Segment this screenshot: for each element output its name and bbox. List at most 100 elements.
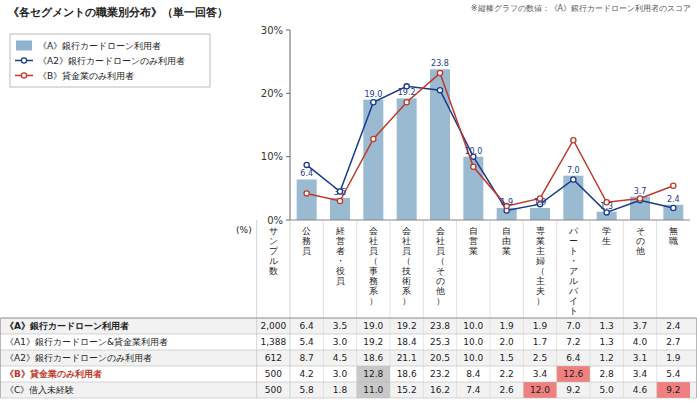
category-char: パ	[568, 226, 579, 236]
cell-value: 2.0	[500, 337, 515, 347]
bar	[363, 100, 383, 220]
title: 《各セグメントの職業別分布》（単一回答）	[8, 6, 228, 19]
line-marker	[671, 183, 676, 188]
row-label: 《C》借入未経験	[5, 385, 74, 395]
data-label: 19.2	[398, 88, 416, 97]
cell-value: 1.5	[500, 353, 514, 363]
cell-value: 12.8	[363, 369, 383, 379]
category-char: 公	[302, 226, 311, 236]
category-char: 夫	[536, 286, 545, 296]
category-char: （	[369, 256, 378, 266]
category-char: ）	[369, 296, 378, 306]
row-background	[1, 318, 697, 334]
cell-value: 2.8	[600, 369, 615, 379]
cell-value: 3.4	[633, 369, 648, 379]
data-label: 23.8	[431, 59, 449, 68]
data-label: 1.9	[534, 198, 547, 207]
cell-value: 10.0	[463, 321, 483, 331]
cell-value: 3.0	[333, 337, 348, 347]
category-label: 無職	[669, 226, 678, 246]
category-label: 専業主婦（主夫）	[536, 226, 545, 306]
category-char: 経	[335, 226, 345, 236]
category-char: 無	[669, 226, 678, 236]
category-char: 技	[401, 266, 411, 276]
category-char: ・	[336, 256, 345, 266]
bar	[330, 198, 350, 220]
category-char: ）	[402, 296, 411, 306]
category-char: 系	[402, 286, 411, 296]
data-labels: 6.43.519.019.223.810.01.91.97.01.33.72.4	[300, 59, 679, 211]
cell-value: 5.0	[600, 385, 615, 395]
cell-value: 2.7	[666, 337, 680, 347]
category-char: ・	[569, 256, 578, 266]
category-label: 経営者・役員	[335, 226, 345, 286]
sample-header-char: プ	[269, 246, 279, 256]
cell-value: 15.2	[397, 385, 417, 395]
category-char: 会	[369, 226, 378, 236]
category-label: 会社員（技術系）	[401, 226, 411, 306]
category-char: ）	[536, 296, 545, 306]
category-char: 業	[502, 246, 511, 256]
legend-swatch	[16, 41, 32, 51]
table-border	[0, 318, 1, 398]
cell-highlight	[357, 382, 390, 398]
column-separator	[323, 318, 324, 398]
category-char: 主	[536, 246, 545, 256]
column-separator	[356, 220, 357, 318]
column-separator	[490, 220, 491, 318]
category-char: 員	[436, 246, 445, 256]
column-separator	[323, 220, 324, 318]
y-tick-label: 10%	[261, 151, 283, 162]
row-background	[1, 334, 697, 350]
row-n: 2,000	[260, 321, 286, 331]
column-separator	[590, 220, 591, 318]
category-label: 公務員	[302, 226, 311, 256]
category-char: 他	[636, 246, 645, 256]
category-char: 術	[402, 276, 411, 286]
cell-value: 19.0	[363, 321, 383, 331]
row-n: 1,388	[260, 337, 286, 347]
category-char: 学	[602, 226, 611, 236]
category-char: 業	[469, 246, 478, 256]
category-char: 他	[436, 286, 445, 296]
y-tick	[286, 93, 290, 94]
category-char: イ	[569, 296, 578, 306]
cell-value: 3.7	[633, 321, 647, 331]
sample-header: サンプル数	[269, 226, 279, 276]
column-separator	[623, 220, 624, 318]
legend: 《A》銀行カードローン利用者《A2》銀行カードローンのみ利用者《B》貸金業のみ利…	[10, 34, 210, 87]
cell-value: 20.5	[430, 353, 450, 363]
cell-value: 5.4	[300, 337, 315, 347]
category-char: 員	[336, 276, 345, 286]
column-separator	[290, 220, 291, 318]
row-label: 《A》銀行カードローン利用者	[5, 321, 129, 331]
cell-highlight	[357, 366, 390, 382]
category-char: ）	[436, 296, 445, 306]
line	[307, 73, 674, 206]
category-label: 自由業	[502, 226, 511, 256]
category-char: 者	[336, 246, 345, 256]
category-label: パート・アルバイト	[568, 226, 579, 316]
cell-highlight	[523, 382, 556, 398]
data-label: 19.0	[364, 90, 382, 99]
sample-header-char: 数	[269, 266, 278, 276]
column-separator	[490, 318, 491, 398]
category-char: 務	[302, 236, 311, 246]
cell-value: 23.8	[430, 321, 450, 331]
line-marker	[471, 164, 476, 169]
bar	[563, 176, 583, 220]
bar	[397, 98, 417, 220]
row-line	[1, 318, 697, 319]
column-separator	[623, 318, 624, 398]
cell-value: 19.2	[397, 321, 417, 331]
y-axis-line	[290, 30, 291, 220]
cell-value: 1.9	[666, 353, 681, 363]
cell-value: 3.0	[333, 369, 348, 379]
cell-value: 16.2	[430, 385, 450, 395]
cell-value: 2.5	[533, 353, 547, 363]
category-char: 会	[402, 226, 411, 236]
cell-value: 3.1	[633, 353, 647, 363]
column-separator	[556, 318, 557, 398]
row-line	[1, 398, 697, 399]
data-label: 7.0	[567, 166, 580, 175]
